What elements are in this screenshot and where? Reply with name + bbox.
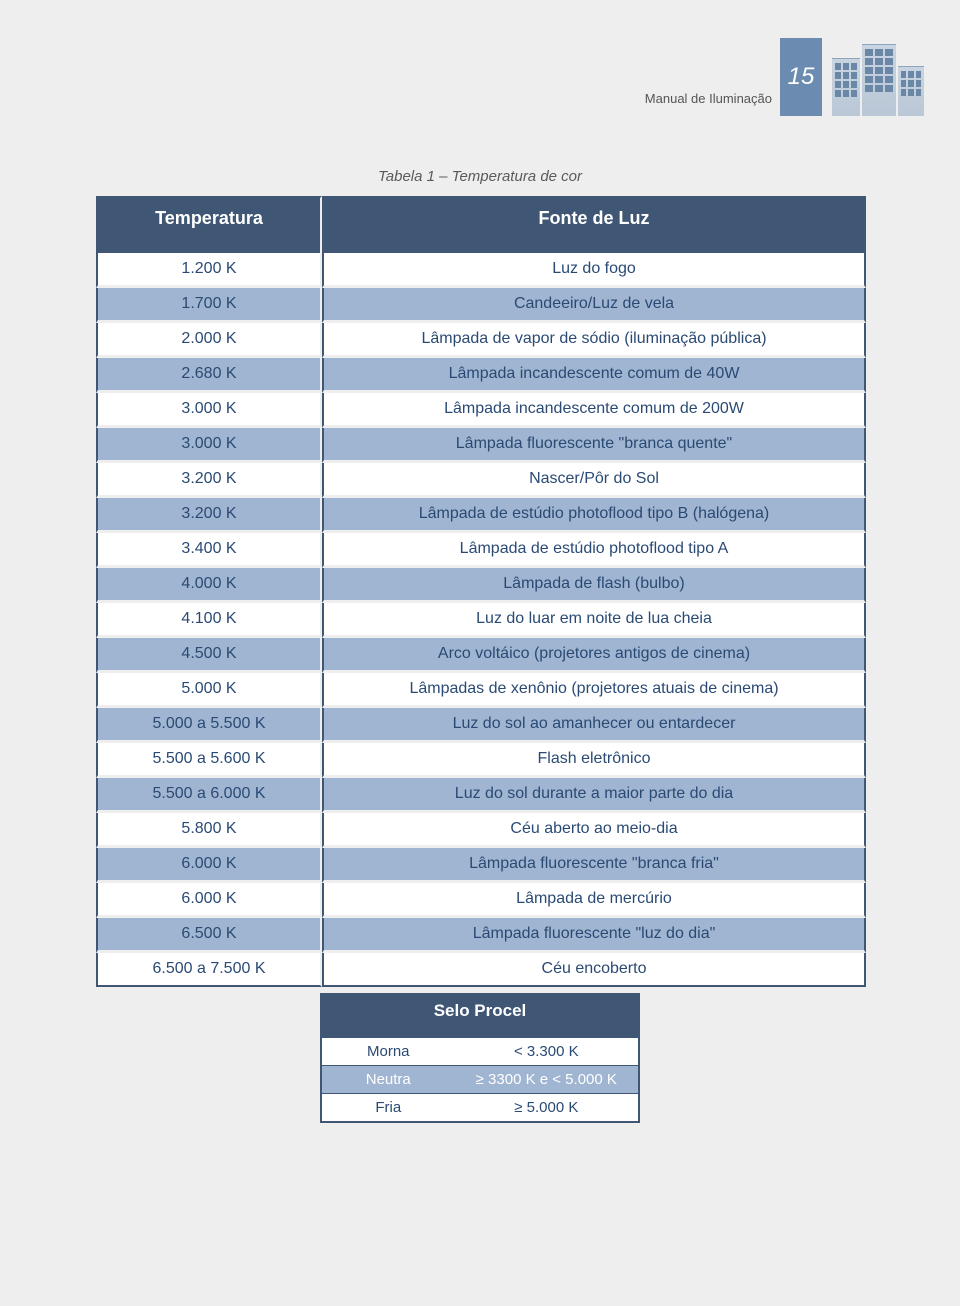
table-row: 3.400 KLâmpada de estúdio photoflood tip…: [96, 533, 866, 568]
cell-temp: 3.400 K: [96, 533, 322, 568]
table-row: 3.000 KLâmpada fluorescente "branca quen…: [96, 428, 866, 463]
table-row: 2.680 KLâmpada incandescente comum de 40…: [96, 358, 866, 393]
cell-range: ≥ 5.000 K: [455, 1094, 639, 1123]
cell-source: Flash eletrônico: [322, 743, 866, 778]
table-row: Morna< 3.300 K: [321, 1038, 639, 1066]
cell-temp: 3.000 K: [96, 428, 322, 463]
cell-source: Lâmpada de flash (bulbo): [322, 568, 866, 603]
manual-label: Manual de Iluminação: [645, 91, 772, 116]
table-row: 6.500 a 7.500 KCéu encoberto: [96, 953, 866, 987]
building-icon: [832, 38, 924, 116]
table-row: 6.000 KLâmpada fluorescente "branca fria…: [96, 848, 866, 883]
cell-source: Lâmpada fluorescente "luz do dia": [322, 918, 866, 953]
table-row: 5.000 KLâmpadas de xenônio (projetores a…: [96, 673, 866, 708]
cell-temp: 3.200 K: [96, 463, 322, 498]
cell-label: Morna: [321, 1038, 455, 1066]
procel-table: Selo Procel Morna< 3.300 KNeutra≥ 3300 K…: [320, 993, 640, 1123]
page: Manual de Iluminação 15 Tabela 1 – Tempe…: [0, 0, 960, 1306]
table-row: 4.100 KLuz do luar em noite de lua cheia: [96, 603, 866, 638]
table-row: 1.200 KLuz do fogo: [96, 253, 866, 288]
cell-temp: 6.000 K: [96, 848, 322, 883]
cell-source: Céu aberto ao meio-dia: [322, 813, 866, 848]
table-row: 6.500 KLâmpada fluorescente "luz do dia": [96, 918, 866, 953]
cell-temp: 4.500 K: [96, 638, 322, 673]
table-row: 3.000 KLâmpada incandescente comum de 20…: [96, 393, 866, 428]
cell-temp: 5.000 a 5.500 K: [96, 708, 322, 743]
cell-label: Neutra: [321, 1066, 455, 1094]
cell-source: Luz do fogo: [322, 253, 866, 288]
cell-source: Luz do luar em noite de lua cheia: [322, 603, 866, 638]
main-th-source: Fonte de Luz: [322, 196, 866, 253]
cell-temp: 1.200 K: [96, 253, 322, 288]
table-row: 4.000 KLâmpada de flash (bulbo): [96, 568, 866, 603]
table-row: 5.800 KCéu aberto ao meio-dia: [96, 813, 866, 848]
cell-temp: 6.500 K: [96, 918, 322, 953]
cell-source: Arco voltáico (projetores antigos de cin…: [322, 638, 866, 673]
main-th-temp: Temperatura: [96, 196, 322, 253]
cell-temp: 5.500 a 6.000 K: [96, 778, 322, 813]
cell-range: ≥ 3300 K e < 5.000 K: [455, 1066, 639, 1094]
cell-temp: 2.000 K: [96, 323, 322, 358]
cell-source: Céu encoberto: [322, 953, 866, 987]
cell-source: Lâmpada fluorescente "branca fria": [322, 848, 866, 883]
table-row: 5.500 a 6.000 KLuz do sol durante a maio…: [96, 778, 866, 813]
cell-temp: 5.500 a 5.600 K: [96, 743, 322, 778]
cell-temp: 6.000 K: [96, 883, 322, 918]
cell-source: Luz do sol durante a maior parte do dia: [322, 778, 866, 813]
cell-temp: 3.200 K: [96, 498, 322, 533]
cell-temp: 1.700 K: [96, 288, 322, 323]
cell-source: Lâmpada de mercúrio: [322, 883, 866, 918]
table-row: 5.000 a 5.500 KLuz do sol ao amanhecer o…: [96, 708, 866, 743]
cell-temp: 3.000 K: [96, 393, 322, 428]
cell-source: Lâmpada de estúdio photoflood tipo A: [322, 533, 866, 568]
main-table: Temperatura Fonte de Luz 1.200 KLuz do f…: [96, 196, 866, 987]
table-row: Neutra≥ 3300 K e < 5.000 K: [321, 1066, 639, 1094]
table-row: 3.200 KNascer/Pôr do Sol: [96, 463, 866, 498]
cell-source: Nascer/Pôr do Sol: [322, 463, 866, 498]
cell-source: Lâmpada fluorescente "branca quente": [322, 428, 866, 463]
procel-title: Selo Procel: [321, 994, 639, 1038]
cell-source: Lâmpadas de xenônio (projetores atuais d…: [322, 673, 866, 708]
cell-temp: 5.800 K: [96, 813, 322, 848]
cell-temp: 5.000 K: [96, 673, 322, 708]
table-row: 4.500 KArco voltáico (projetores antigos…: [96, 638, 866, 673]
cell-temp: 6.500 a 7.500 K: [96, 953, 322, 987]
cell-source: Lâmpada incandescente comum de 40W: [322, 358, 866, 393]
table-row: 5.500 a 5.600 KFlash eletrônico: [96, 743, 866, 778]
cell-temp: 2.680 K: [96, 358, 322, 393]
page-number: 15: [780, 38, 822, 116]
cell-temp: 4.000 K: [96, 568, 322, 603]
cell-label: Fria: [321, 1094, 455, 1123]
page-header: Manual de Iluminação 15: [645, 36, 924, 116]
table-row: 2.000 KLâmpada de vapor de sódio (ilumin…: [96, 323, 866, 358]
table-row: Fria≥ 5.000 K: [321, 1094, 639, 1123]
table-row: 6.000 KLâmpada de mercúrio: [96, 883, 866, 918]
table-row: 3.200 KLâmpada de estúdio photoflood tip…: [96, 498, 866, 533]
cell-source: Lâmpada de estúdio photoflood tipo B (ha…: [322, 498, 866, 533]
cell-range: < 3.300 K: [455, 1038, 639, 1066]
cell-source: Lâmpada de vapor de sódio (iluminação pú…: [322, 323, 866, 358]
cell-source: Lâmpada incandescente comum de 200W: [322, 393, 866, 428]
cell-source: Luz do sol ao amanhecer ou entardecer: [322, 708, 866, 743]
cell-source: Candeeiro/Luz de vela: [322, 288, 866, 323]
table-caption: Tabela 1 – Temperatura de cor: [0, 168, 960, 185]
table-row: 1.700 KCandeeiro/Luz de vela: [96, 288, 866, 323]
cell-temp: 4.100 K: [96, 603, 322, 638]
